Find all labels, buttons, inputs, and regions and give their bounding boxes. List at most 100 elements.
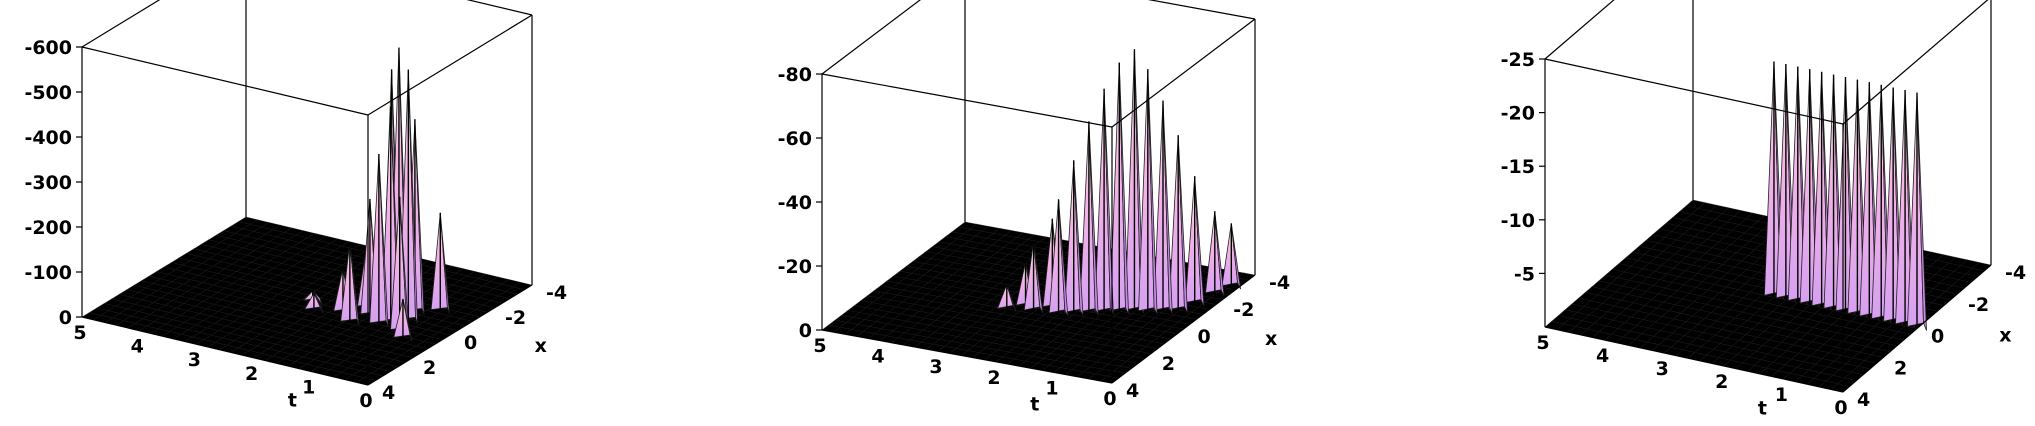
z-tick-label: -20 [1501, 103, 1535, 125]
t-tick-label: 4 [871, 346, 884, 368]
surface-peak [1194, 176, 1205, 307]
z-tick-label: -600 [24, 37, 72, 59]
x-tick-label: 2 [1162, 353, 1175, 375]
box-edge [81, 316, 369, 386]
t-tick-label: 4 [131, 336, 144, 358]
surface-peak [313, 293, 324, 314]
surface-plot-1: 0 -100 -200 -300 -400 -500 -600 5 4 3 2 … [24, 0, 567, 412]
bounding-box [816, 0, 1256, 384]
z-tick-label: -500 [24, 82, 72, 104]
t-tick-label: 3 [1656, 358, 1669, 380]
t-tick-label: 4 [1596, 345, 1609, 367]
surface-peak [1033, 241, 1044, 314]
z-tick-label: -300 [24, 172, 72, 194]
t-tick-label: 2 [987, 367, 1000, 389]
x-tick-label: -4 [2005, 262, 2026, 284]
x-tick-labels: -4 -2 0 2 4 [1857, 262, 2026, 411]
t-tick-label: 2 [245, 363, 258, 385]
x-axis-label: x [1999, 324, 2011, 346]
z-tick-label: -40 [778, 192, 812, 214]
z-tick-label: -80 [778, 64, 812, 86]
surface-peak [439, 212, 450, 315]
t-tick-labels: 5 4 3 2 1 0 [1536, 332, 1847, 419]
x-tick-label: -4 [1269, 272, 1290, 294]
box-edge [1111, 18, 1256, 128]
x-tick-label: 4 [382, 382, 395, 404]
surface-peak [414, 119, 425, 316]
box-edge [81, 0, 161, 48]
z-tick-labels: -5 -10 -15 -20 -25 [1501, 49, 1535, 285]
z-tick-label: 0 [59, 307, 72, 329]
x-tick-label: -2 [1968, 294, 1989, 316]
surface-peak [402, 298, 413, 342]
z-tick-label: -25 [1501, 49, 1535, 71]
box-edge [1544, 58, 1844, 125]
t-tick-label: 1 [302, 376, 315, 398]
bounding-box [1539, 0, 1992, 393]
surface-peak [1088, 121, 1099, 316]
x-tick-label: 4 [1126, 380, 1139, 402]
surface-plot-2: 0 -20 -40 -60 -80 5 4 3 2 1 0 -4 -2 0 2 … [778, 0, 1290, 416]
surface-peak [1916, 92, 1927, 331]
surface-peak [378, 154, 389, 328]
t-tick-label: 0 [1834, 397, 1847, 419]
t-tick-label: 0 [359, 390, 372, 412]
t-tick-label: 1 [1775, 384, 1788, 406]
surface-peak [407, 69, 418, 324]
surface-peaks [1764, 61, 1927, 331]
surface-peaks [302, 47, 450, 342]
x-tick-label: -4 [546, 282, 567, 304]
surface-peak [312, 290, 323, 305]
box-edge [1842, 264, 1992, 393]
z-tick-label: -400 [24, 127, 72, 149]
surface-plot-3: -5 -10 -15 -20 -25 5 4 3 2 1 0 -4 -2 0 2… [1501, 0, 2026, 420]
z-tick-label: 0 [799, 320, 812, 342]
z-tick-labels: 0 -20 -40 -60 -80 [778, 64, 812, 342]
z-tick-label: -60 [778, 128, 812, 150]
z-tick-label: -10 [1501, 210, 1535, 232]
x-axis-label: x [535, 335, 547, 357]
box-edge [1147, 0, 1256, 20]
x-tick-label: 0 [1931, 326, 1944, 348]
surface-floor [81, 216, 533, 386]
t-tick-label: 3 [929, 356, 942, 378]
t-axis-label: t [1758, 398, 1767, 420]
t-tick-label: 3 [188, 349, 201, 371]
t-tick-label: 5 [813, 335, 826, 357]
t-tick-label: 5 [1536, 332, 1549, 354]
x-tick-label: -2 [505, 307, 526, 329]
box-edge [1544, 326, 1844, 393]
z-tick-label: -20 [778, 256, 812, 278]
t-tick-label: 1 [1045, 377, 1058, 399]
x-tick-labels: -4 -2 0 2 4 [1126, 272, 1290, 402]
surface-peak [349, 242, 360, 326]
surface-peaks [996, 49, 1242, 317]
box-edge [821, 0, 921, 75]
z-tick-label: -200 [24, 217, 72, 239]
surface-peak [1118, 62, 1129, 315]
surface-peak [1073, 160, 1084, 316]
z-tick-label: -15 [1501, 156, 1535, 178]
surface-peak [1177, 135, 1188, 314]
x-tick-label: 2 [423, 357, 436, 379]
x-tick-label: -2 [1233, 299, 1254, 321]
surface-peak [1214, 211, 1225, 297]
t-tick-label: 0 [1103, 388, 1116, 410]
t-tick-label: 5 [73, 322, 86, 344]
surface-peak [1162, 100, 1173, 314]
t-axis-label: t [288, 389, 297, 411]
box-edge [367, 284, 533, 386]
box-edge [466, 0, 533, 16]
x-tick-label: 0 [464, 332, 477, 354]
box-edge [81, 46, 369, 116]
x-tick-label: 4 [1857, 389, 1870, 411]
x-tick-labels: -4 -2 0 2 4 [382, 282, 567, 404]
t-tick-label: 2 [1715, 371, 1728, 393]
z-tick-label: -5 [1514, 263, 1535, 285]
box-edge [367, 14, 533, 116]
z-tick-label: -100 [24, 262, 72, 284]
box-edge [1544, 0, 1615, 60]
box-edge [1842, 0, 1989, 125]
t-tick-labels: 5 4 3 2 1 0 [73, 322, 372, 412]
